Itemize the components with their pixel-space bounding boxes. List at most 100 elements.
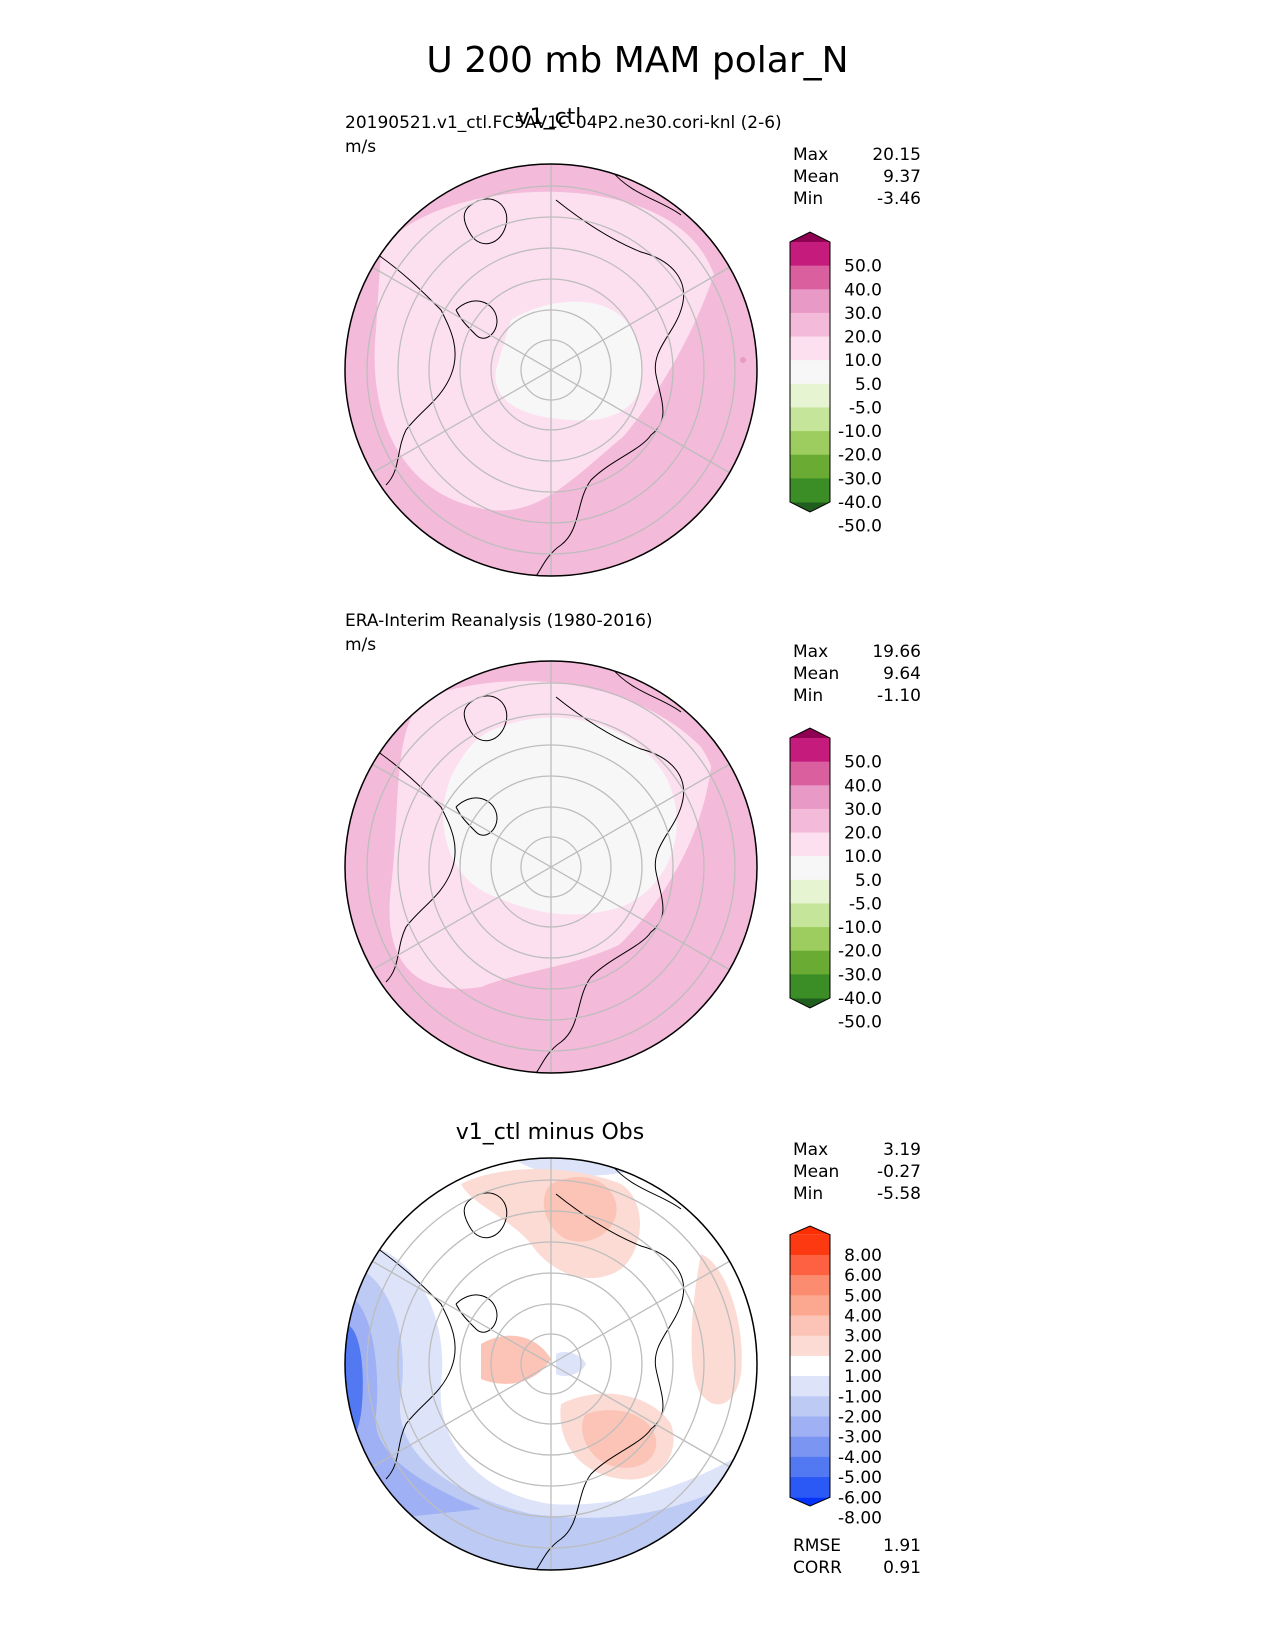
polar-map-diff xyxy=(344,1157,758,1571)
colorbar-tick-label: 4.00 xyxy=(844,1307,882,1327)
colorbar-swatch xyxy=(790,312,830,338)
colorbar-ref: 50.0 40.0 30.0 20.0 10.0 5.0 -5.0 -10.0 -20.0 -30… xyxy=(789,727,882,1033)
colorbar-swatch xyxy=(790,289,830,314)
eurasia-coast xyxy=(535,1163,685,1570)
colorbar-outline xyxy=(789,1225,831,1507)
panel-test-units: m/s xyxy=(345,137,377,157)
colorbar-tick-label: 20.0 xyxy=(844,824,882,844)
colorbar-swatch xyxy=(790,1335,830,1357)
colorbar-tick-label: 1.00 xyxy=(844,1367,882,1387)
neg-center xyxy=(556,1352,586,1376)
colorbar-tick-label: -50.0 xyxy=(838,1013,882,1033)
stat-label: Min xyxy=(793,686,824,706)
colorbar-tick-label: 50.0 xyxy=(844,257,882,277)
colorbar-tick-label: -5.0 xyxy=(849,398,882,418)
panel-test-title: v1_ctl xyxy=(516,105,582,130)
eurasia-coast xyxy=(535,169,685,576)
jet-pink xyxy=(345,707,757,1073)
colorbar-outline xyxy=(789,727,831,1009)
colorbar-tick-label: 5.0 xyxy=(855,871,882,891)
colorbar-swatch xyxy=(790,383,830,408)
stat-label: Min xyxy=(793,1184,824,1204)
colorbar-tick-label: -2.00 xyxy=(838,1407,882,1427)
colorbar-tick-label: 6.00 xyxy=(844,1266,882,1286)
north-america-coast xyxy=(370,746,498,983)
colorbar-tick-label: 8.00 xyxy=(844,1246,882,1266)
colorbar-swatch xyxy=(790,1275,830,1296)
colorbar-swatch xyxy=(790,1456,830,1478)
colorbar-swatch xyxy=(790,1436,830,1458)
colorbar-swatch xyxy=(790,1416,830,1438)
greenland-coast xyxy=(463,1192,508,1239)
colorbar-swatch xyxy=(790,856,830,881)
colorbar-swatch xyxy=(790,1295,830,1317)
panel-diff-title: v1_ctl minus Obs xyxy=(455,1120,645,1145)
stat-value: 20.15 xyxy=(872,145,921,165)
core-near-zero xyxy=(495,301,643,421)
colorbar-swatch xyxy=(790,242,830,267)
stat-label: Mean xyxy=(793,664,840,684)
colorbar-swatch xyxy=(790,1254,830,1276)
stat-value: 3.19 xyxy=(883,1140,921,1160)
colorbar-swatch xyxy=(790,1234,830,1256)
colorbar-tick-label: 10.0 xyxy=(844,847,882,867)
jet-pink xyxy=(345,200,757,576)
colorbar-swatch xyxy=(790,903,830,928)
panel-diff-stats: Max 3.19 Mean -0.27 Min -5.58 xyxy=(793,1139,921,1205)
colorbar-swatch xyxy=(790,974,830,999)
greenland-coast xyxy=(463,695,508,742)
colorbar-tick-label: -4.00 xyxy=(838,1448,882,1468)
stat-label: Mean xyxy=(793,167,840,187)
polar-map-ref xyxy=(344,660,758,1074)
colorbar-swatch xyxy=(790,265,830,290)
colorbar-swatch xyxy=(790,1315,830,1337)
panel-test-stats: Max 20.15 Mean 9.37 Min -3.46 xyxy=(793,144,921,210)
colorbar-swatch xyxy=(790,950,830,975)
stat-label: Max xyxy=(793,145,829,165)
colorbar-swatch xyxy=(790,360,830,385)
colorbar-swatch xyxy=(790,336,830,361)
polar-map-test xyxy=(344,163,758,577)
colorbar-diff: 8.006.005.004.003.002.001.00-1.00-2.00-3… xyxy=(789,1225,882,1528)
colorbar-tick-label: 5.00 xyxy=(844,1286,882,1306)
north-america-coast xyxy=(370,1243,498,1480)
pos-center xyxy=(481,1335,551,1384)
panel-ref-units: m/s xyxy=(345,635,377,655)
colorbar-tick-label: -30.0 xyxy=(838,965,882,985)
stat-value: 19.66 xyxy=(872,642,921,662)
colorbar-tick-label: -6.00 xyxy=(838,1488,882,1508)
stat-value: -1.10 xyxy=(877,686,921,706)
pos-southeast-inner xyxy=(582,1410,657,1468)
colorbar-tick-label: -5.0 xyxy=(849,894,882,914)
core-near-zero xyxy=(443,717,677,915)
greenland-coast xyxy=(463,198,508,245)
colorbar-swatch xyxy=(790,832,830,857)
colorbar-tick-label: -8.00 xyxy=(838,1508,882,1528)
colorbar-swatch xyxy=(790,1355,830,1377)
stat-value: 9.64 xyxy=(883,664,921,684)
colorbar-swatch xyxy=(790,927,830,952)
north-america-coast xyxy=(370,249,498,486)
stat-label: Max xyxy=(793,642,829,662)
colorbar-tick-label: -10.0 xyxy=(838,422,882,442)
colorbar-swatch xyxy=(790,1477,830,1498)
metric-label: RMSE xyxy=(793,1536,842,1556)
colorbar-test: 50.0 40.0 30.0 20.0 10.0 5.0 -5.0 -10.0 -20.0 -30… xyxy=(789,231,882,537)
colorbar-tick-label: -20.0 xyxy=(838,942,882,962)
colorbar-tick-label: -5.00 xyxy=(838,1468,882,1488)
eurasia-coast xyxy=(535,666,685,1073)
colorbar-swatch xyxy=(790,738,830,763)
panel-ref-stats: Max 19.66 Mean 9.64 Min -1.10 xyxy=(793,641,921,707)
colorbar-swatch xyxy=(790,431,830,456)
colorbar-tick-label: -3.00 xyxy=(838,1428,882,1448)
panel-diff-metrics: RMSE 1.91 CORR 0.91 xyxy=(793,1535,921,1579)
colorbar-swatch xyxy=(790,1376,830,1397)
colorbar-outline xyxy=(789,231,831,513)
colorbar-tick-label: 30.0 xyxy=(844,800,882,820)
colorbar-swatch xyxy=(790,1396,830,1417)
colorbar-tick-label: -20.0 xyxy=(838,446,882,466)
colorbar-tick-label: 50.0 xyxy=(844,753,882,773)
colorbar-extend-max xyxy=(790,1226,830,1235)
colorbar-tick-label: 40.0 xyxy=(844,280,882,300)
stat-value: 9.37 xyxy=(883,167,921,187)
